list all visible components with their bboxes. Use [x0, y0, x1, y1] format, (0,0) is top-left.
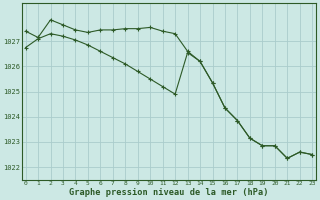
X-axis label: Graphe pression niveau de la mer (hPa): Graphe pression niveau de la mer (hPa) [69, 188, 269, 197]
